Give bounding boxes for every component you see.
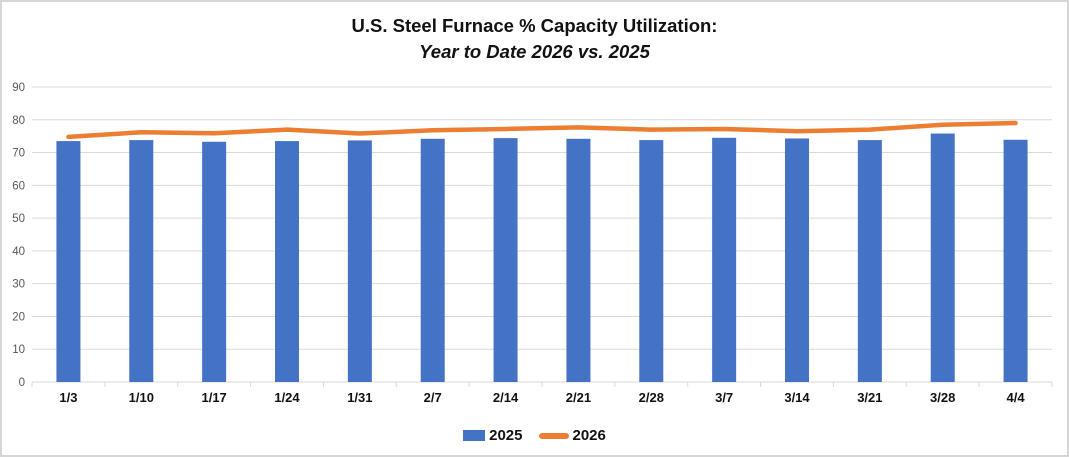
x-axis-label-3/14: 3/14: [784, 390, 810, 405]
x-axis-label-1/31: 1/31: [347, 390, 372, 405]
y-axis-label-50: 50: [12, 213, 25, 225]
legend-item-2026: 2026: [538, 427, 606, 444]
legend-swatch-2026: [538, 432, 569, 439]
x-axis-label-2/14: 2/14: [493, 390, 519, 405]
y-axis-label-60: 60: [12, 180, 25, 192]
bar-2025-1/24: [275, 141, 299, 382]
chart-legend: 2025 2026: [2, 427, 1067, 444]
legend-item-2025: 2025: [463, 427, 523, 444]
x-axis-label-3/21: 3/21: [857, 390, 882, 405]
bar-2025-2/7: [420, 138, 445, 382]
x-axis-label-1/17: 1/17: [201, 390, 226, 405]
chart-title: U.S. Steel Furnace % Capacity Utilizatio…: [2, 13, 1067, 65]
line-2026: [66, 120, 1018, 140]
y-axis-label-90: 90: [12, 82, 25, 94]
y-axis-label-20: 20: [12, 311, 25, 323]
x-axis-label-3/7: 3/7: [715, 390, 733, 405]
y-axis-label-80: 80: [12, 115, 25, 127]
x-axis-label-1/3: 1/3: [59, 390, 77, 405]
bar-2025-2/21: [566, 138, 591, 382]
bar-2025-4/4: [1003, 139, 1028, 382]
x-axis-label-1/10: 1/10: [129, 390, 154, 405]
y-axis-label-30: 30: [12, 279, 25, 291]
x-axis-label-2/21: 2/21: [566, 390, 591, 405]
bar-2025-2/14: [493, 138, 518, 382]
y-axis-label-10: 10: [12, 344, 25, 356]
bar-2025-1/31: [347, 140, 372, 382]
legend-label-2026: 2026: [572, 427, 606, 444]
bar-2025-3/7: [712, 137, 737, 382]
bar-2025-3/14: [785, 138, 809, 382]
x-axis-label-2/7: 2/7: [424, 390, 442, 405]
y-axis-label-70: 70: [12, 148, 25, 160]
y-axis-label-0: 0: [19, 377, 25, 389]
chart-title-line2: Year to Date 2026 vs. 2025: [419, 40, 650, 62]
x-axis-label-3/28: 3/28: [930, 390, 955, 405]
legend-label-2025: 2025: [489, 427, 523, 444]
bar-2025-2/28: [639, 140, 664, 382]
chart-title-line1: U.S. Steel Furnace % Capacity Utilizatio…: [351, 15, 718, 36]
x-axis-label-4/4: 4/4: [1007, 390, 1026, 405]
bar-2025-1/3: [56, 141, 81, 382]
legend-swatch-2025: [463, 430, 486, 441]
x-axis-label-1/24: 1/24: [274, 390, 300, 405]
bar-2025-1/10: [129, 140, 154, 382]
bar-2025-1/17: [202, 141, 227, 382]
bar-2025-3/21: [857, 140, 882, 382]
x-axis-label-2/28: 2/28: [639, 390, 664, 405]
bar-2025-3/28: [930, 133, 955, 382]
y-axis-label-40: 40: [12, 246, 25, 258]
